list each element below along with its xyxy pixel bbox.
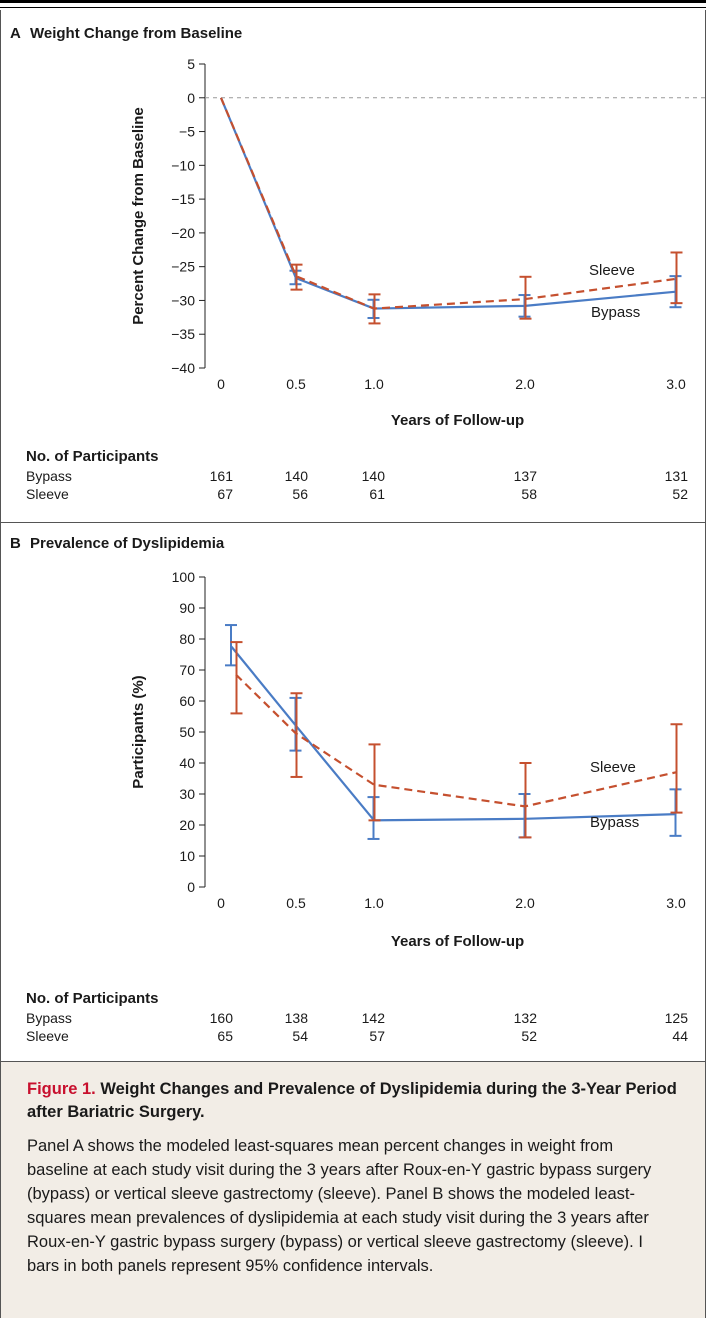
participants-count: 131 bbox=[664, 468, 688, 484]
series-label-bypass: Bypass bbox=[590, 814, 639, 831]
x-tick-label: 0.5 bbox=[286, 376, 306, 392]
x-tick-label: 2.0 bbox=[515, 895, 535, 911]
y-tick-label: 70 bbox=[179, 662, 195, 678]
top-rule bbox=[0, 0, 706, 3]
participants-count: 65 bbox=[217, 1028, 233, 1044]
panel-b-title: Prevalence of Dyslipidemia bbox=[30, 535, 225, 552]
panel-a-letter: A bbox=[10, 25, 21, 42]
y-tick-label: −40 bbox=[171, 360, 195, 376]
participants-row-bypass: Bypass 160 138 142 132 125 bbox=[26, 1010, 706, 1028]
x-axis-title: Years of Follow-up bbox=[391, 933, 524, 950]
figure-label: Figure 1. bbox=[27, 1080, 96, 1098]
caption-divider bbox=[0, 1061, 706, 1062]
x-tick-label: 0.5 bbox=[286, 895, 306, 911]
participants-count: 142 bbox=[361, 1010, 385, 1026]
y-tick-label: −10 bbox=[171, 157, 195, 173]
participants-header: No. of Participants bbox=[26, 448, 159, 465]
y-tick-label: 0 bbox=[187, 90, 195, 106]
y-tick-label: 90 bbox=[179, 600, 195, 616]
series-line-sleeve bbox=[235, 673, 677, 808]
y-tick-label: 50 bbox=[179, 724, 195, 740]
panel-b-chart: B Prevalence of Dyslipidemia 10090807060… bbox=[10, 535, 686, 950]
panel-divider bbox=[0, 522, 706, 523]
participants-count: 52 bbox=[672, 486, 688, 502]
panel-b-letter: B bbox=[10, 535, 21, 552]
series-line-bypass bbox=[230, 646, 677, 822]
x-tick-label: 1.0 bbox=[364, 895, 384, 911]
y-tick-label: −15 bbox=[171, 191, 195, 207]
x-tick-label: 0 bbox=[217, 376, 225, 392]
y-tick-label: 0 bbox=[187, 879, 195, 895]
participants-count: 61 bbox=[369, 486, 385, 502]
figure-caption: Figure 1. Weight Changes and Prevalence … bbox=[1, 1062, 705, 1318]
x-tick-label: 0 bbox=[217, 895, 225, 911]
participants-row-label: Bypass bbox=[26, 468, 72, 484]
participants-row-sleeve: Sleeve 67 56 61 58 52 bbox=[26, 486, 706, 504]
participants-count: 52 bbox=[521, 1028, 537, 1044]
y-tick-label: −30 bbox=[171, 292, 195, 308]
participants-count: 54 bbox=[292, 1028, 308, 1044]
series-label-sleeve: Sleeve bbox=[590, 759, 636, 776]
participants-row-label: Bypass bbox=[26, 1010, 72, 1026]
y-axis-title: Percent Change from Baseline bbox=[130, 107, 147, 325]
participants-count: 132 bbox=[513, 1010, 537, 1026]
y-tick-label: 5 bbox=[187, 56, 195, 72]
participants-count: 161 bbox=[209, 468, 233, 484]
x-tick-label: 3.0 bbox=[666, 376, 686, 392]
y-tick-label: −5 bbox=[179, 124, 195, 140]
caption-title: Figure 1. Weight Changes and Prevalence … bbox=[27, 1078, 679, 1124]
participants-count: 160 bbox=[209, 1010, 233, 1026]
participants-count: 137 bbox=[513, 468, 537, 484]
participants-row-sleeve: Sleeve 65 54 57 52 44 bbox=[26, 1028, 706, 1046]
y-tick-label: 30 bbox=[179, 786, 195, 802]
y-tick-label: 40 bbox=[179, 755, 195, 771]
participants-row-label: Sleeve bbox=[26, 1028, 69, 1044]
series-label-sleeve: Sleeve bbox=[589, 262, 635, 279]
participants-count: 67 bbox=[217, 486, 233, 502]
y-tick-label: −25 bbox=[171, 259, 195, 275]
y-tick-label: −20 bbox=[171, 225, 195, 241]
x-tick-label: 3.0 bbox=[666, 895, 686, 911]
y-tick-label: 80 bbox=[179, 631, 195, 647]
y-axis-title: Participants (%) bbox=[130, 675, 147, 788]
caption-body: Panel A shows the modeled least-squares … bbox=[27, 1137, 652, 1275]
y-tick-label: 100 bbox=[172, 569, 196, 585]
panel-a-title: Weight Change from Baseline bbox=[30, 25, 242, 42]
y-tick-label: 20 bbox=[179, 817, 195, 833]
x-axis-title: Years of Follow-up bbox=[391, 412, 524, 429]
participants-count: 58 bbox=[521, 486, 537, 502]
participants-count: 140 bbox=[284, 468, 308, 484]
y-tick-label: 10 bbox=[179, 848, 195, 864]
participants-count: 44 bbox=[672, 1028, 688, 1044]
participants-row-bypass: Bypass 161 140 140 137 131 bbox=[26, 468, 706, 486]
y-tick-label: 60 bbox=[179, 693, 195, 709]
participants-count: 56 bbox=[292, 486, 308, 502]
caption-title-text: Weight Changes and Prevalence of Dyslipi… bbox=[27, 1080, 677, 1121]
x-tick-label: 2.0 bbox=[515, 376, 535, 392]
participants-count: 138 bbox=[284, 1010, 308, 1026]
panel-a-chart: A Weight Change from Baseline 5 0 −5 −10 −15… bbox=[10, 25, 706, 429]
participants-count: 125 bbox=[664, 1010, 688, 1026]
y-tick-label: −35 bbox=[171, 326, 195, 342]
panel-b-participants: No. of Participants Bypass 160 138 142 132 125… bbox=[26, 990, 706, 1046]
participants-row-label: Sleeve bbox=[26, 486, 69, 502]
participants-count: 140 bbox=[361, 468, 385, 484]
panel-a-participants: No. of Participants Bypass 161 140 140 137 131… bbox=[26, 448, 706, 504]
x-tick-label: 1.0 bbox=[364, 376, 384, 392]
series-label-bypass: Bypass bbox=[591, 304, 640, 321]
top-rule-thin bbox=[0, 7, 706, 8]
participants-header: No. of Participants bbox=[26, 990, 159, 1007]
participants-count: 57 bbox=[369, 1028, 385, 1044]
